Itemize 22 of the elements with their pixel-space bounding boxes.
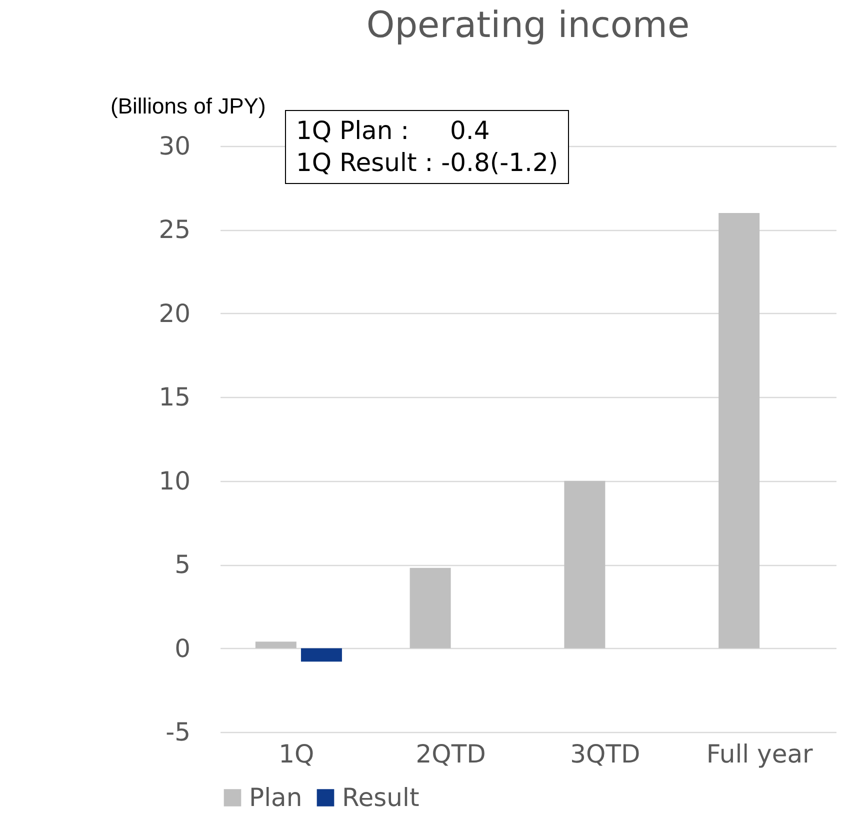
text-box: 1Q Plan : 0.4 1Q Result : -0.8(-1.2): [285, 110, 570, 184]
bar: [300, 648, 342, 662]
x-tick-label: 1Q: [278, 740, 314, 768]
y-tick-label: 5: [174, 550, 190, 580]
chart-title: Operating income: [366, 5, 690, 46]
y-tick-label: 30: [158, 132, 190, 160]
legend-label: Plan: [249, 782, 302, 812]
bar: [255, 642, 296, 648]
y-tick-label: 20: [158, 298, 190, 328]
bar: [410, 568, 451, 648]
legend-label: Result: [342, 782, 420, 812]
y-tick-label: 25: [158, 215, 190, 244]
y-tick-label: 15: [158, 382, 190, 412]
y-axis-title: (Billions of JPY): [110, 94, 266, 118]
bar: [564, 480, 606, 648]
y-tick-label: -5: [166, 718, 190, 746]
bar: [718, 212, 760, 648]
x-tick-label: 2QTD: [416, 740, 486, 768]
y-tick-label: 10: [158, 466, 190, 496]
x-tick-label: 3QTD: [570, 740, 640, 768]
x-tick-label: Full year: [706, 740, 814, 768]
y-tick-label: 0: [174, 634, 190, 663]
